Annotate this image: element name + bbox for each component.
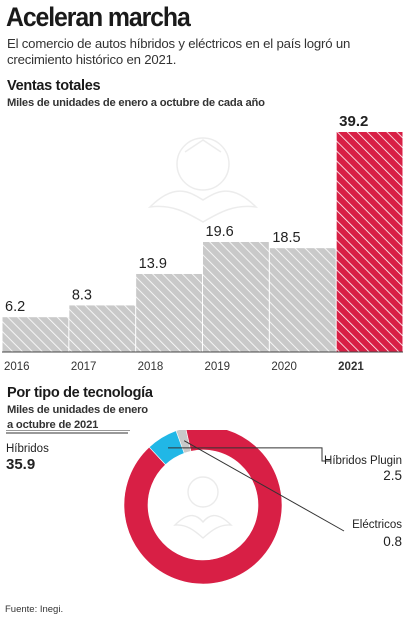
x-tick-label-2020: 2020 [271,361,297,373]
electricos-label: Eléctricos [352,519,402,531]
page-subtitle: El comercio de autos híbridos y eléctric… [7,36,351,67]
source-note: Fuente: Inegi. [5,604,64,615]
bar-value-label-2019: 19.6 [206,224,234,240]
bar-2016 [2,317,69,352]
bar-value-label-2020: 18.5 [272,230,300,246]
plugin-value: 2.5 [383,468,402,483]
bar-2018 [136,273,202,352]
x-tick-label-2019: 2019 [205,361,231,373]
bar-2017 [69,305,136,352]
bar-value-label-2016: 6.2 [5,299,25,315]
totals-section-title: Ventas totales [7,78,101,94]
hibridos-value: 35.9 [6,456,35,473]
tech-section-subtitle-line2: a octubre de 2021 [7,419,99,431]
bar-value-label-2021: 39.2 [339,113,368,130]
sales-bar-chart: 6.2 8.3 13.9 19.6 18.5 39.2 2016 2017 2018 2019 2… [2,113,403,373]
x-tick-label-2018: 2018 [138,361,164,373]
bar-value-label-2018: 13.9 [139,256,167,272]
page-title: Aceleran marcha [6,2,191,32]
tech-section-title: Por tipo de tecnología [7,385,153,401]
hibridos-label: Híbridos [6,443,49,455]
x-tick-label-2016: 2016 [4,361,30,373]
x-tick-label-2021: 2021 [338,361,364,373]
electricos-leader-line [183,440,345,532]
bar-2020 [269,248,336,352]
totals-section-subtitle: Miles de unidades de enero a octubre de … [7,97,265,109]
plugin-label: Híbridos Plugin [324,455,402,467]
bar-2019 [203,242,269,352]
donut-slice-hibridos [123,430,283,585]
electricos-value: 0.8 [383,534,402,549]
bar-2021 [336,132,403,352]
x-tick-label-2017: 2017 [71,361,97,373]
tech-section-subtitle-line1: Miles de unidades de enero [7,404,148,416]
donut-center-emblem [173,476,233,539]
plugin-leader-line [168,447,330,462]
bar-value-label-2017: 8.3 [72,287,92,303]
watermark-emblem [147,137,259,223]
